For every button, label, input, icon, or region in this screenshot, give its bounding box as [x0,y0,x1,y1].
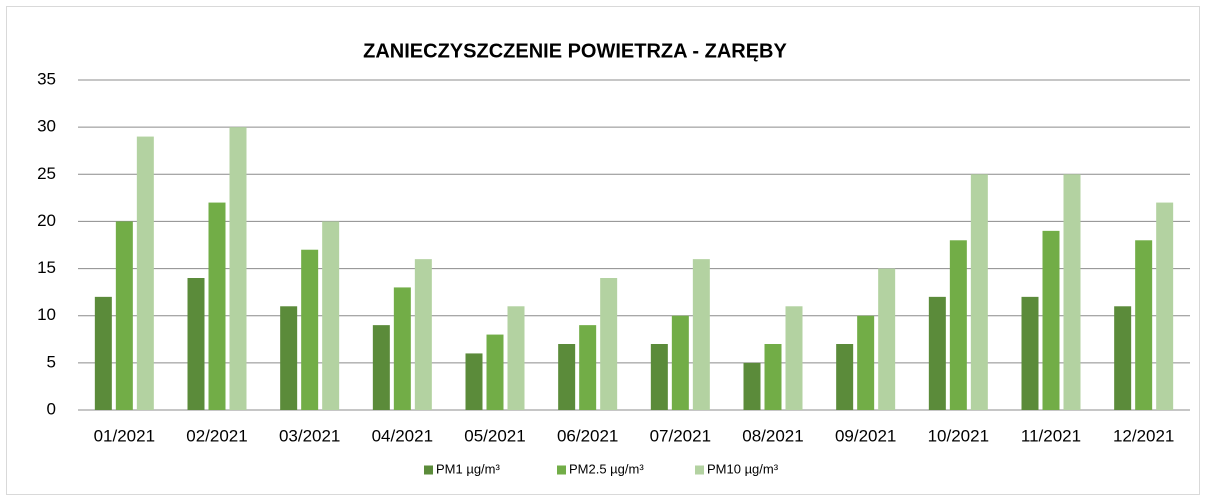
x-tick-label: 12/2021 [1113,426,1174,445]
bar [836,344,854,410]
bar [94,296,112,410]
chart-title: ZANIECZYSZCZENIE POWIETRZA - ZARĘBY [363,40,787,62]
y-tick-label: 5 [47,352,56,371]
bar [280,306,298,410]
bar [857,315,875,410]
x-tick-label: 02/2021 [186,426,247,445]
bar [1042,230,1060,410]
bar [465,353,483,410]
x-tick-label: 03/2021 [279,426,340,445]
legend-swatch [557,465,566,475]
bar [671,315,689,410]
bar [1135,240,1153,410]
legend-label: PM10 µg/m³ [707,461,779,476]
bar [692,259,710,410]
bar [878,268,896,410]
x-tick-label: 07/2021 [650,426,711,445]
x-tick-label: 01/2021 [94,426,155,445]
bar [928,296,946,410]
y-tick-label: 0 [47,399,56,418]
y-tick-label: 10 [37,305,56,324]
bar [507,306,525,410]
y-tick-label: 35 [37,69,56,88]
bar [115,221,133,410]
bar [579,325,597,410]
chart-border [6,6,1200,495]
bar [650,344,668,410]
bar [393,287,411,410]
y-tick-label: 25 [37,164,56,183]
legend-label: PM1 µg/m³ [436,461,501,476]
x-tick-label: 11/2021 [1021,426,1081,445]
bar [785,306,803,410]
bar [1063,174,1081,410]
y-tick-label: 20 [37,211,56,230]
bar [187,278,205,410]
x-tick-label: 08/2021 [742,426,803,445]
bar [764,344,782,410]
legend-swatch [424,465,433,475]
bar [372,325,390,410]
bar [558,344,576,410]
bar [1114,306,1132,410]
bar [1156,202,1174,410]
legend-label: PM2.5 µg/m³ [569,461,644,476]
y-tick-label: 15 [37,258,56,277]
bar [600,278,618,410]
x-tick-label: 10/2021 [928,426,989,445]
bar [322,221,340,410]
bar [1021,296,1039,410]
bar [136,136,154,411]
x-tick-label: 05/2021 [464,426,525,445]
bar [414,259,432,410]
x-tick-label: 06/2021 [557,426,618,445]
bar [970,174,988,410]
bar [229,127,247,411]
x-tick-label: 04/2021 [372,426,433,445]
bar [301,249,319,410]
x-tick-label: 09/2021 [835,426,896,445]
bar [486,334,504,410]
bar [743,362,761,410]
bar [949,240,967,410]
legend-swatch [695,465,704,475]
bar [208,202,226,410]
y-tick-label: 30 [37,117,56,136]
